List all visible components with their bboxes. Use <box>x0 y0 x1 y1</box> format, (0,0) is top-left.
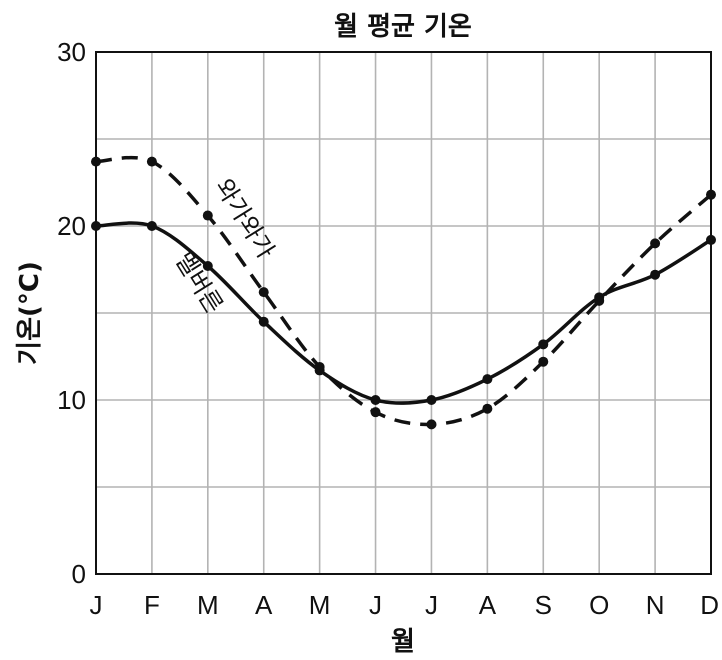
data-point <box>426 419 437 430</box>
x-tick-label: J <box>90 590 103 620</box>
y-tick-label: 30 <box>57 37 86 67</box>
x-tick-label: J <box>425 590 438 620</box>
data-point <box>482 403 493 414</box>
x-tick-label: A <box>479 590 497 620</box>
data-point <box>426 395 437 405</box>
data-point <box>370 407 381 418</box>
x-tick-label: S <box>535 590 552 620</box>
x-axis-label: 월 <box>391 627 415 657</box>
x-tick-label: J <box>369 590 382 620</box>
grid <box>96 52 711 574</box>
y-tick-label: 10 <box>57 385 86 415</box>
data-point <box>146 221 157 231</box>
data-point <box>538 339 549 350</box>
data-point <box>202 261 213 272</box>
data-point <box>650 269 661 280</box>
y-axis-ticks: 0 10 20 30 <box>57 37 86 589</box>
data-point <box>258 316 269 327</box>
x-tick-label: F <box>144 590 160 620</box>
data-point <box>146 156 157 167</box>
x-tick-label: D <box>700 590 719 620</box>
y-tick-label: 0 <box>72 559 86 589</box>
data-point <box>258 287 269 298</box>
series-label-wagga: 와가와가 <box>210 174 281 264</box>
x-tick-label: A <box>255 590 273 620</box>
y-axis-label: 기온(°C) <box>15 261 45 365</box>
data-point <box>314 361 325 372</box>
data-point <box>482 374 493 385</box>
x-tick-label: N <box>646 590 665 620</box>
x-tick-label: M <box>197 590 219 620</box>
x-tick-label: O <box>589 590 609 620</box>
data-point <box>594 295 605 306</box>
chart-title: 월 평균 기온 <box>334 12 472 42</box>
series-line-0 <box>95 221 712 405</box>
data-point <box>538 356 549 367</box>
data-points <box>91 156 716 430</box>
y-tick-label: 20 <box>57 211 86 241</box>
plot-frame <box>95 51 712 575</box>
data-point <box>650 238 661 249</box>
x-tick-label: M <box>309 590 331 620</box>
data-point <box>202 210 213 221</box>
series-label-melbourne: 멜버른 <box>169 247 228 318</box>
data-point <box>370 395 381 405</box>
